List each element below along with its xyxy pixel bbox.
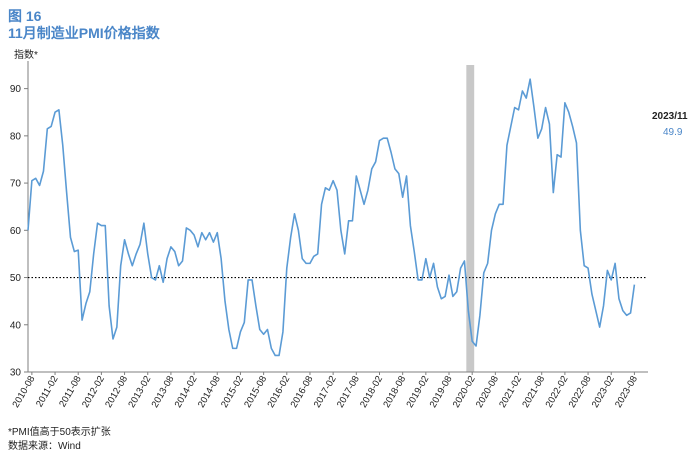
chart-title: 11月制造业PMI价格指数 bbox=[8, 25, 160, 41]
series-layer bbox=[27, 78, 636, 357]
y-tick-label: 50 bbox=[10, 273, 22, 284]
y-tick-label: 60 bbox=[10, 226, 22, 237]
y-axis-label: 指数* bbox=[14, 50, 38, 61]
x-tick-label: 2023-08 bbox=[613, 374, 640, 410]
series-line-0 bbox=[27, 78, 636, 357]
last-point-value: 49.9 bbox=[663, 127, 683, 138]
shaded-period-layer bbox=[466, 65, 475, 372]
y-tick-label: 40 bbox=[10, 320, 22, 331]
figure-label: 图 16 bbox=[8, 8, 42, 24]
y-tick-label: 30 bbox=[10, 368, 22, 379]
footnote: *PMI值高于50表示扩张 bbox=[8, 427, 111, 438]
last-point-date: 2023/11 bbox=[652, 111, 688, 122]
y-tick-label: 90 bbox=[10, 84, 22, 95]
y-tick-label: 70 bbox=[10, 179, 22, 190]
shaded-period-bar bbox=[466, 65, 475, 372]
data-source: 数据来源：Wind bbox=[8, 441, 81, 452]
y-tick-label: 80 bbox=[10, 131, 22, 142]
